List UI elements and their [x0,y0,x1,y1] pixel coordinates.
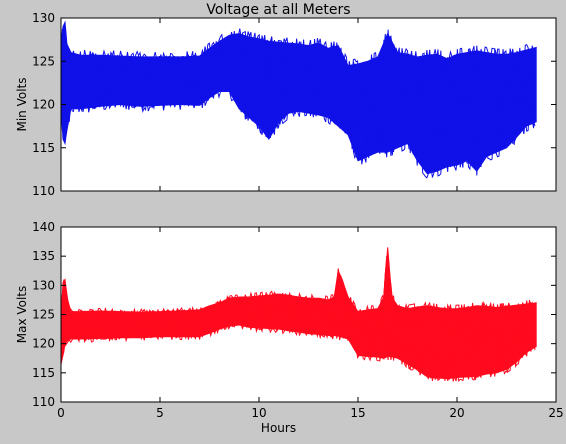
meter-trace-line [61,27,536,84]
x-tick-label: 5 [156,406,164,420]
x-tick-label: 25 [548,406,563,420]
y-tick-label: 120 [32,337,55,351]
y-tick-label: 115 [32,141,55,155]
x-tick-label: 10 [251,406,266,420]
meter-trace-line [61,253,535,323]
x-tick-label: 15 [350,406,365,420]
y-axis-label: Max Volts [15,286,29,344]
y-tick-label: 115 [32,366,55,380]
chart-title: Voltage at all Meters [206,2,350,18]
y-tick-label: 110 [32,184,55,198]
meter-trace-line [61,295,536,358]
min-volts-panel: 110 115 120 125 130 Min Volts Voltage at all M… [15,2,557,198]
meter-trace-line [61,295,536,349]
meter-traces [61,20,537,179]
x-axis-label: Hours [261,421,296,435]
meter-trace-line [61,42,536,106]
max-volts-panel: 110 115 120 125 130 135 140 0 5 10 15 20 25 Max Volts… [15,220,564,435]
y-tick-label: 125 [32,54,55,68]
meter-traces [61,247,537,383]
x-tick-label: 20 [449,406,464,420]
y-axis-label: Min Volts [15,77,29,131]
meter-trace-line [61,65,536,153]
y-tick-label: 110 [32,395,55,409]
y-tick-label: 135 [32,249,55,263]
y-tick-label: 120 [32,98,55,112]
meter-trace-line [61,308,536,362]
y-tick-label: 140 [32,220,55,234]
x-tick-label: 0 [57,406,65,420]
y-tick-label: 130 [32,11,55,25]
y-tick-label: 130 [32,278,55,292]
y-tick-label: 125 [32,308,55,322]
meter-trace-line [61,77,536,176]
